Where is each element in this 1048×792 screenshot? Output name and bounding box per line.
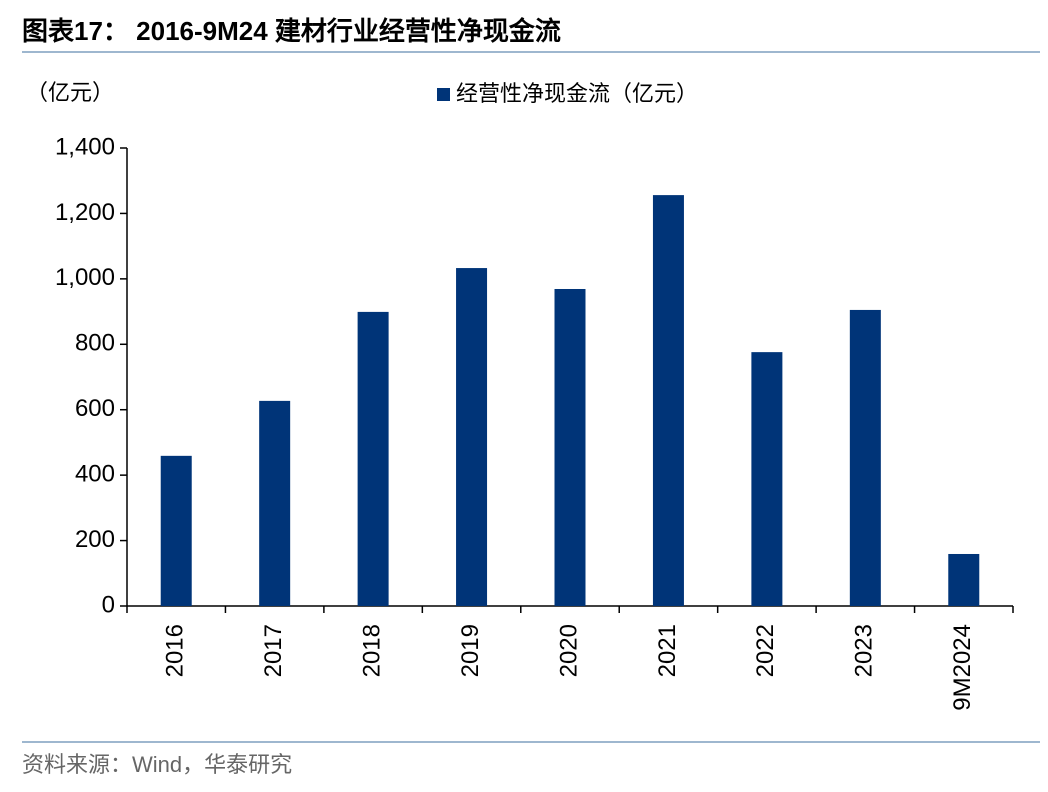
x-tick-label: 9M2024 bbox=[949, 624, 976, 711]
y-tick-label: 1,200 bbox=[55, 199, 115, 226]
y-tick-label: 1,000 bbox=[55, 264, 115, 291]
x-tick-label: 2019 bbox=[457, 624, 484, 677]
y-tick-label: 0 bbox=[102, 591, 115, 618]
x-tick-label: 2017 bbox=[260, 624, 287, 677]
legend-label: 经营性净现金流（亿元） bbox=[456, 81, 698, 106]
y-tick-label: 400 bbox=[75, 460, 115, 487]
x-tick-label: 2020 bbox=[555, 624, 582, 677]
y-tick-label: 800 bbox=[75, 330, 115, 357]
chart-title: 图表17： 2016-9M24 建材行业经营性净现金流 bbox=[22, 16, 561, 46]
y-tick-label: 200 bbox=[75, 526, 115, 553]
y-tick-label: 1,400 bbox=[55, 133, 115, 160]
x-tick-label: 2016 bbox=[162, 624, 189, 677]
bar bbox=[357, 311, 389, 606]
x-tick-label: 2018 bbox=[358, 624, 385, 677]
x-tick-label: 2022 bbox=[752, 624, 779, 677]
bar bbox=[259, 400, 291, 606]
bar bbox=[849, 309, 881, 606]
y-axis-unit: （亿元） bbox=[26, 80, 114, 105]
bar bbox=[652, 195, 684, 606]
bar bbox=[456, 268, 488, 606]
source-note: 资料来源：Wind，华泰研究 bbox=[22, 752, 292, 777]
legend-swatch bbox=[437, 88, 450, 101]
x-tick-label: 2021 bbox=[654, 624, 681, 677]
bar bbox=[948, 553, 980, 606]
bar bbox=[751, 352, 783, 606]
bar bbox=[160, 455, 192, 606]
x-tick-label: 2023 bbox=[851, 624, 878, 677]
y-tick-label: 600 bbox=[75, 395, 115, 422]
bar bbox=[554, 288, 586, 606]
